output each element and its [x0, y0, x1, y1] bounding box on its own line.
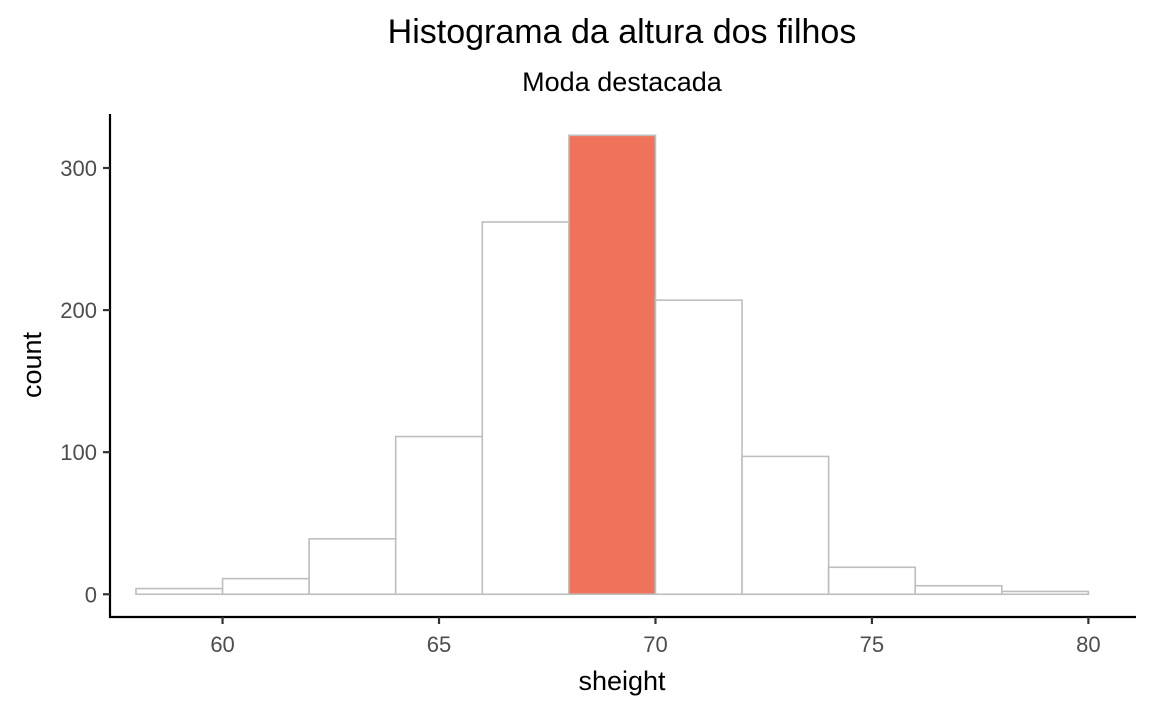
x-tick-label: 80 — [1076, 632, 1100, 657]
histogram-bar — [827, 566, 917, 596]
histogram-bar — [481, 221, 570, 596]
histogram-bar — [394, 435, 484, 596]
x-tick-label: 75 — [860, 632, 884, 657]
histogram-bar — [654, 299, 743, 596]
y-tick-label: 200 — [60, 298, 97, 323]
x-tick-label: 65 — [427, 632, 451, 657]
histogram-bar — [221, 577, 310, 596]
x-tick-label: 60 — [210, 632, 234, 657]
x-axis-ticks: 60 65 70 75 80 — [210, 617, 1101, 657]
chart-title: Histograma da altura dos filhos — [388, 13, 857, 51]
histogram-bar-mode — [568, 134, 657, 596]
x-tick-label: 70 — [643, 632, 667, 657]
x-axis-title: sheight — [578, 666, 666, 696]
y-axis-title: count — [17, 331, 47, 398]
y-axis-ticks: 0 100 200 300 — [60, 156, 110, 607]
histogram-bar — [741, 455, 830, 596]
histogram-bar — [1000, 590, 1090, 596]
y-tick-label: 0 — [85, 582, 97, 607]
y-tick-label: 100 — [60, 440, 97, 465]
histogram-bar — [135, 587, 224, 596]
histogram-bar — [308, 538, 397, 596]
y-tick-label: 300 — [60, 156, 97, 181]
bars-group — [135, 134, 1090, 596]
histogram-bar — [914, 584, 1003, 596]
chart-subtitle: Moda destacada — [522, 67, 723, 97]
